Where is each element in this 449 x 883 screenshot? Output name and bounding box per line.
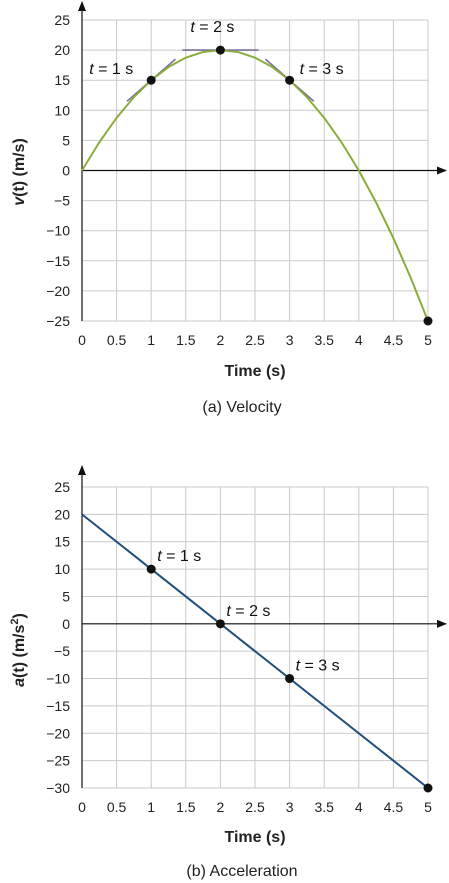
velocity-y-tick-label: 0 bbox=[62, 163, 70, 179]
acceleration-y-tick-label: 5 bbox=[62, 588, 70, 604]
acceleration-x-tick-label: 3.5 bbox=[314, 799, 334, 815]
acceleration-x-tick-label: 2.5 bbox=[245, 799, 265, 815]
acceleration-x-tick-labels: 0 0.5 1 1.5 2 2.5 3 3.5 4 4.5 5 bbox=[78, 799, 432, 815]
velocity-chart: 0 0.5 1 1.5 2 2.5 3 3.5 4 4.5 5 25 20 15 10 5 0 −5 −10 −15… bbox=[11, 1, 447, 416]
velocity-y-tick-labels: 25 20 15 10 5 0 −5 −10 −15 −20 −25 bbox=[46, 12, 70, 329]
velocity-y-axis-label: v(t) (m/s) bbox=[11, 138, 28, 206]
velocity-x-tick-label: 3.5 bbox=[314, 332, 334, 348]
velocity-series-line bbox=[81, 49, 429, 322]
acceleration-y-tick-label: 25 bbox=[54, 479, 70, 495]
velocity-x-tick-label: 0.5 bbox=[107, 332, 127, 348]
acceleration-axes bbox=[78, 465, 447, 788]
velocity-y-tick-label: 20 bbox=[54, 42, 70, 58]
velocity-y-tick-label: 5 bbox=[62, 132, 70, 148]
acceleration-x-tick-label: 2 bbox=[217, 799, 225, 815]
acceleration-series-line bbox=[81, 513, 429, 789]
acceleration-y-tick-label: 10 bbox=[54, 561, 70, 577]
velocity-y-tick-label: 15 bbox=[54, 72, 70, 88]
acceleration-x-tick-label: 4 bbox=[355, 799, 363, 815]
acceleration-y-tick-label: 15 bbox=[54, 534, 70, 550]
acceleration-data-point bbox=[146, 564, 156, 574]
velocity-y-tick-label: 25 bbox=[54, 12, 70, 28]
acceleration-y-tick-label: −15 bbox=[46, 698, 70, 714]
acceleration-x-tick-label: 5 bbox=[424, 799, 432, 815]
velocity-data-point bbox=[146, 75, 156, 85]
velocity-x-tick-label: 2.5 bbox=[245, 332, 265, 348]
acceleration-grid bbox=[81, 486, 429, 789]
velocity-y-tick-label: −25 bbox=[46, 313, 70, 329]
acceleration-x-tick-label: 1.5 bbox=[176, 799, 196, 815]
acceleration-x-tick-label: 3 bbox=[286, 799, 294, 815]
velocity-x-tick-label: 2 bbox=[217, 332, 225, 348]
acceleration-y-axis-label: a(t) (m/s2) bbox=[9, 613, 28, 687]
acceleration-point-label: t = 2 s bbox=[226, 603, 270, 620]
velocity-x-tick-label: 1.5 bbox=[176, 332, 196, 348]
velocity-y-tick-label: −10 bbox=[46, 223, 70, 239]
acceleration-marks: t = 1 s t = 2 s t = 3 s bbox=[81, 513, 433, 793]
acceleration-x-tick-label: 4.5 bbox=[384, 799, 404, 815]
acceleration-data-point bbox=[423, 783, 433, 793]
velocity-x-axis-label: Time (s) bbox=[224, 363, 285, 380]
acceleration-data-point bbox=[215, 619, 225, 629]
acceleration-y-tick-label: 0 bbox=[62, 616, 70, 632]
acceleration-point-label: t = 1 s bbox=[157, 548, 201, 565]
velocity-axes bbox=[78, 1, 447, 321]
velocity-caption: (a) Velocity bbox=[202, 399, 281, 416]
acceleration-x-axis-label: Time (s) bbox=[224, 829, 285, 846]
acceleration-point-label: t = 3 s bbox=[296, 658, 340, 675]
velocity-data-point bbox=[423, 316, 433, 326]
velocity-data-point bbox=[285, 75, 295, 85]
acceleration-chart: 0 0.5 1 1.5 2 2.5 3 3.5 4 4.5 5 25 20 15 10 5 0 −5 −10 −15… bbox=[9, 465, 447, 880]
acceleration-y-tick-label: −20 bbox=[46, 725, 70, 741]
velocity-y-tick-label: 10 bbox=[54, 102, 70, 118]
acceleration-caption: (b) Acceleration bbox=[186, 863, 297, 880]
velocity-x-tick-label: 5 bbox=[424, 332, 432, 348]
velocity-data-point bbox=[215, 45, 225, 55]
velocity-point-label: t = 2 s bbox=[190, 19, 234, 36]
acceleration-y-tick-label: −10 bbox=[46, 671, 70, 687]
velocity-x-tick-label: 0 bbox=[78, 332, 86, 348]
acceleration-x-tick-label: 0.5 bbox=[107, 799, 127, 815]
acceleration-y-tick-label: 20 bbox=[54, 506, 70, 522]
acceleration-x-tick-label: 1 bbox=[147, 799, 155, 815]
velocity-x-tick-labels: 0 0.5 1 1.5 2 2.5 3 3.5 4 4.5 5 bbox=[78, 332, 432, 348]
acceleration-x-tick-label: 0 bbox=[78, 799, 86, 815]
acceleration-y-tick-label: −25 bbox=[46, 753, 70, 769]
velocity-x-tick-label: 1 bbox=[147, 332, 155, 348]
velocity-point-label: t = 3 s bbox=[300, 61, 344, 78]
acceleration-data-point bbox=[285, 674, 295, 684]
velocity-point-label: t = 1 s bbox=[89, 61, 133, 78]
velocity-x-tick-label: 4.5 bbox=[384, 332, 404, 348]
velocity-y-tick-label: −20 bbox=[46, 283, 70, 299]
velocity-x-tick-label: 3 bbox=[286, 332, 294, 348]
velocity-x-tick-label: 4 bbox=[355, 332, 363, 348]
velocity-y-tick-label: −5 bbox=[54, 193, 70, 209]
velocity-marks: t = 1 s t = 2 s t = 3 s bbox=[81, 19, 433, 326]
velocity-y-tick-label: −15 bbox=[46, 253, 70, 269]
acceleration-y-tick-label: −5 bbox=[54, 643, 70, 659]
acceleration-y-tick-label: −30 bbox=[46, 780, 70, 796]
acceleration-y-tick-labels: 25 20 15 10 5 0 −5 −10 −15 −20 −25 −30 bbox=[46, 479, 70, 796]
